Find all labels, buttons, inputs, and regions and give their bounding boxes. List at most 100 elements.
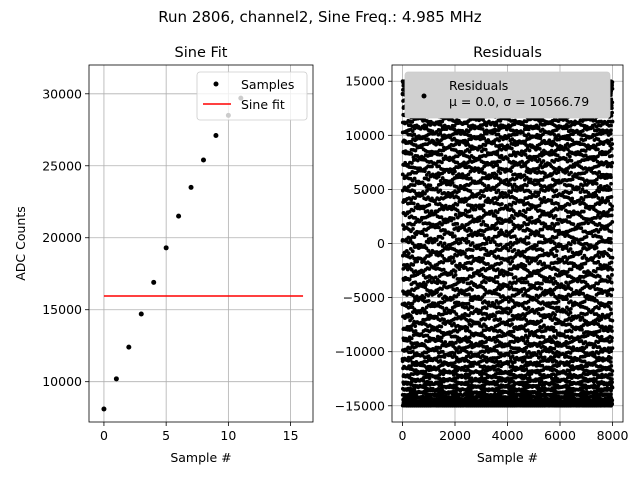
data-point xyxy=(426,137,430,141)
data-point xyxy=(151,280,156,285)
data-point xyxy=(439,292,443,296)
data-point xyxy=(440,236,444,240)
data-point xyxy=(484,148,488,152)
x-tick-label: 10 xyxy=(220,428,236,443)
data-point xyxy=(189,185,194,190)
data-point xyxy=(510,322,514,326)
data-point xyxy=(459,241,463,245)
legend-label: Sine fit xyxy=(241,97,285,112)
data-point xyxy=(439,241,443,245)
y-tick-label: 10000 xyxy=(42,374,82,389)
data-point xyxy=(493,314,497,318)
data-point xyxy=(471,241,475,245)
data-point xyxy=(482,194,486,198)
data-point xyxy=(510,272,514,276)
data-point xyxy=(523,264,527,268)
data-point xyxy=(439,325,443,329)
data-point xyxy=(527,306,531,310)
data-point xyxy=(411,227,415,231)
data-point xyxy=(485,241,489,245)
data-point xyxy=(453,234,457,238)
data-point xyxy=(114,376,119,381)
data-point xyxy=(495,226,499,230)
legend-marker xyxy=(214,82,219,87)
data-point xyxy=(201,158,206,163)
figure-suptitle: Run 2806, channel2, Sine Freq.: 4.985 MH… xyxy=(158,8,482,26)
data-point xyxy=(471,306,475,310)
data-point xyxy=(427,178,431,182)
data-point xyxy=(498,171,502,175)
data-point xyxy=(481,220,485,224)
data-point xyxy=(427,299,431,303)
data-point xyxy=(514,275,518,279)
y-tick-label: 30000 xyxy=(42,86,82,101)
data-point xyxy=(455,222,459,226)
x-tick-label: 15 xyxy=(283,428,299,443)
data-point xyxy=(487,236,491,240)
data-point xyxy=(410,316,414,320)
data-point xyxy=(407,251,411,255)
data-point xyxy=(470,267,474,271)
data-point xyxy=(438,189,442,193)
y-tick-label: 15000 xyxy=(42,302,82,317)
data-point xyxy=(427,203,431,207)
data-point xyxy=(412,209,416,213)
data-point xyxy=(470,288,474,292)
data-point xyxy=(454,269,458,273)
data-point xyxy=(213,133,218,138)
legend-label: Samples xyxy=(241,77,294,92)
data-point xyxy=(463,251,467,255)
data-point xyxy=(459,317,463,321)
data-point xyxy=(499,243,503,247)
data-point xyxy=(527,236,531,240)
data-point xyxy=(443,340,447,344)
data-point xyxy=(139,312,144,317)
data-point xyxy=(486,262,490,266)
data-point xyxy=(498,160,502,164)
data-point xyxy=(510,260,514,264)
x-tick-label: 5 xyxy=(162,428,170,443)
data-point xyxy=(499,261,503,265)
data-point xyxy=(452,217,456,221)
data-point xyxy=(512,216,516,220)
data-point xyxy=(498,317,502,321)
data-point xyxy=(429,184,433,188)
data-point xyxy=(412,201,416,205)
data-point xyxy=(527,241,531,245)
data-point xyxy=(424,311,428,315)
data-point xyxy=(455,203,459,207)
data-point xyxy=(454,273,458,277)
data-point xyxy=(437,226,441,230)
data-point xyxy=(507,249,511,253)
data-point xyxy=(452,259,456,263)
data-point xyxy=(410,336,414,340)
x-axis-label: Sample # xyxy=(170,450,231,465)
data-point xyxy=(430,165,434,169)
data-point xyxy=(413,324,417,328)
y-axis-label: ADC Counts xyxy=(13,206,28,281)
data-point xyxy=(509,169,513,173)
data-point xyxy=(453,170,457,174)
data-point xyxy=(513,248,517,252)
data-point xyxy=(164,245,169,250)
data-point xyxy=(450,231,454,235)
x-tick-label: 0 xyxy=(100,428,108,443)
data-point xyxy=(411,249,415,253)
data-point xyxy=(176,214,181,219)
data-point xyxy=(425,233,429,237)
data-point xyxy=(481,256,485,260)
y-tick-label: 20000 xyxy=(42,230,82,245)
data-point xyxy=(500,202,504,206)
y-tick-label: 25000 xyxy=(42,158,82,173)
series-layer xyxy=(101,96,303,412)
data-point xyxy=(467,240,471,244)
data-point xyxy=(435,186,439,190)
data-point xyxy=(440,153,444,157)
data-point xyxy=(424,283,428,287)
data-point xyxy=(482,203,486,207)
data-point xyxy=(484,281,488,285)
plot-title: Residuals xyxy=(473,45,542,61)
